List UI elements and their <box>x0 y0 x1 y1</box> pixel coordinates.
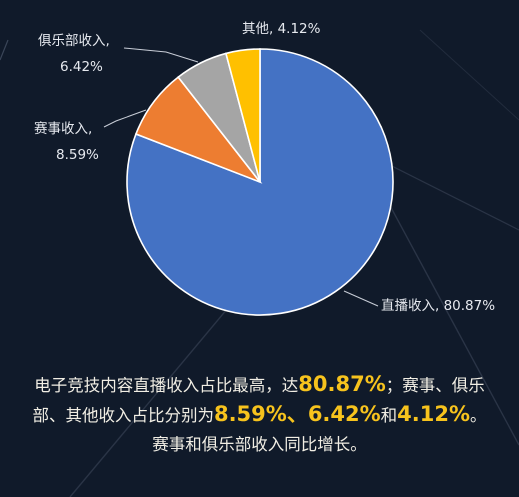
caption-highlight-live: 80.87% <box>298 372 386 396</box>
caption-text: 赛事和俱乐部收入同比增长。 <box>152 435 367 454</box>
caption-highlight-clubs: 6.42% <box>307 402 381 426</box>
leader-line-3 <box>123 47 199 63</box>
slice-labels: 直播收入, 80.87% 赛事收入, 8.59% 俱乐部收入, 6.42% 其他, 4.1… <box>34 21 495 314</box>
slice-label-line: 俱乐部收入, <box>38 33 110 49</box>
slice-label-2: 赛事收入, 8.59% <box>34 121 99 163</box>
caption-text: 电子竞技内容直播收入占比最高，达 <box>34 376 299 395</box>
label-leader-lines <box>103 47 379 307</box>
slice-label-line: 6.42% <box>60 59 103 75</box>
caption-text: 部、其他收入占比分别为 <box>32 406 214 425</box>
leader-line-2 <box>103 109 147 128</box>
slice-label-line: 直播收入, 80.87% <box>381 298 495 314</box>
caption-highlight-sep: 、 <box>286 402 308 426</box>
slice-label-4: 其他, 4.12% <box>242 21 321 37</box>
slice-label-3: 俱乐部收入, 6.42% <box>38 33 110 75</box>
caption-text: 。 <box>470 406 487 425</box>
summary-caption: 电子竞技内容直播收入占比最高，达80.87%；赛事、俱乐 部、其他收入占比分别为… <box>0 370 519 459</box>
caption-line-1: 电子竞技内容直播收入占比最高，达80.87%；赛事、俱乐 <box>0 370 519 400</box>
slice-label-1: 直播收入, 80.87% <box>381 298 495 314</box>
caption-text: 和 <box>380 406 398 425</box>
leader-line-1 <box>343 290 379 307</box>
caption-line-3: 赛事和俱乐部收入同比增长。 <box>0 430 519 459</box>
slice-label-line: 赛事收入, <box>34 121 92 137</box>
caption-highlight-events: 8.59% <box>213 402 287 426</box>
pie-chart: 直播收入, 80.87% 赛事收入, 8.59% 俱乐部收入, 6.42% 其他, 4.1… <box>34 21 495 316</box>
caption-text: ；赛事、俱乐 <box>385 376 485 395</box>
slice-label-line: 8.59% <box>56 147 99 163</box>
caption-line-2: 部、其他收入占比分别为8.59%、6.42%和4.12%。 <box>0 400 519 430</box>
pie-slice-4 <box>224 48 261 183</box>
caption-highlight-other: 4.12% <box>397 402 471 426</box>
slice-label-line: 其他, 4.12% <box>242 21 321 37</box>
pie-slices <box>126 48 394 316</box>
